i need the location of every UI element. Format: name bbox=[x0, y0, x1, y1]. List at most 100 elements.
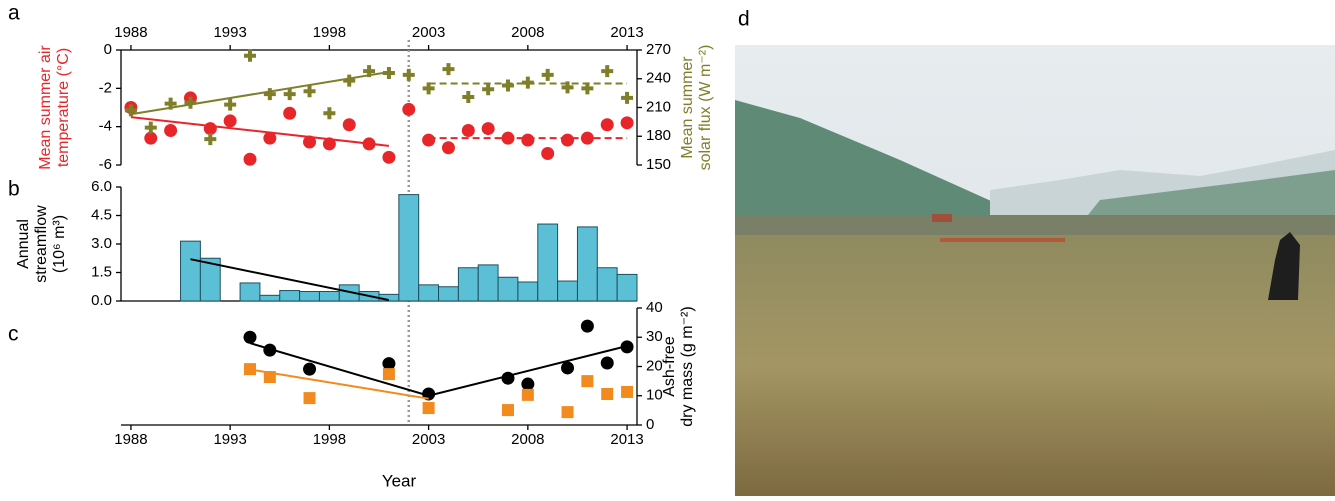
marker-cross bbox=[621, 91, 634, 104]
panel-label: d bbox=[738, 8, 750, 31]
marker-circle bbox=[283, 106, 297, 120]
photo bbox=[735, 45, 1335, 496]
bar bbox=[557, 280, 578, 302]
bar bbox=[318, 291, 340, 302]
marker-circle bbox=[263, 343, 277, 357]
axis-title: dry mass (g m⁻²) bbox=[679, 306, 696, 426]
marker-circle bbox=[501, 371, 515, 385]
marker-square bbox=[382, 368, 395, 381]
bar bbox=[199, 257, 221, 302]
x-tick-label: 2003 bbox=[412, 24, 445, 41]
x-tick-label: 2013 bbox=[610, 431, 643, 448]
marker-circle bbox=[561, 361, 575, 375]
marker-cross bbox=[184, 96, 197, 109]
marker-circle bbox=[243, 152, 257, 166]
marker-cross bbox=[422, 82, 435, 95]
marker-cross bbox=[482, 83, 495, 96]
y2-tick-label: 20 bbox=[646, 357, 663, 374]
y-tick-label: 0 bbox=[104, 41, 112, 58]
marker-circle bbox=[303, 362, 317, 376]
axis-title: (10⁶ m³) bbox=[51, 215, 68, 273]
y-tick-label: 3.0 bbox=[91, 235, 112, 252]
trend-line bbox=[190, 258, 390, 302]
axis-title: Mean summer bbox=[679, 56, 696, 159]
marker-square bbox=[244, 363, 256, 376]
y-tick-label: -2 bbox=[99, 79, 112, 96]
bar bbox=[299, 291, 320, 302]
trend-line bbox=[249, 342, 628, 397]
y-tick-label: 0.0 bbox=[91, 292, 112, 309]
marker-cross bbox=[204, 133, 217, 146]
trend-line bbox=[130, 116, 390, 147]
marker-cross bbox=[541, 68, 554, 81]
marker-cross bbox=[224, 98, 237, 111]
bar bbox=[180, 240, 201, 302]
axis-title: solar flux (W m⁻²) bbox=[697, 45, 714, 171]
x-axis-title: Year bbox=[382, 471, 417, 490]
marker-square bbox=[521, 388, 534, 401]
marker-circle bbox=[382, 357, 396, 371]
bar bbox=[398, 194, 420, 302]
marker-cross bbox=[343, 74, 356, 87]
y2-tick-label: 180 bbox=[646, 127, 671, 144]
x-tick-label: 2008 bbox=[511, 431, 544, 448]
marker-circle bbox=[422, 133, 436, 147]
marker-circle bbox=[303, 135, 317, 149]
marker-square bbox=[561, 406, 574, 419]
axis-title: temperature (°C) bbox=[55, 48, 72, 167]
marker-circle bbox=[620, 116, 634, 130]
bar bbox=[616, 273, 638, 302]
panel-label: b bbox=[8, 178, 20, 201]
axis-title: Mean summer air bbox=[37, 45, 54, 170]
marker-cross bbox=[601, 65, 614, 78]
y-tick-label: 6.0 bbox=[91, 178, 112, 195]
marker-square bbox=[502, 404, 514, 417]
marker-circle bbox=[481, 122, 495, 136]
marker-circle bbox=[263, 131, 277, 145]
axis-title: Ash-free bbox=[661, 336, 678, 397]
bar bbox=[259, 294, 281, 302]
marker-circle bbox=[521, 133, 535, 147]
y2-tick-label: 0 bbox=[646, 416, 654, 433]
marker-cross bbox=[462, 90, 475, 103]
marker-circle bbox=[322, 137, 336, 151]
marker-square bbox=[581, 375, 594, 388]
marker-cross bbox=[323, 107, 336, 120]
marker-cross bbox=[283, 88, 296, 101]
axis-title: streamflow bbox=[33, 205, 50, 283]
bar bbox=[457, 267, 479, 302]
trend-line bbox=[249, 368, 429, 400]
y2-tick-label: 150 bbox=[646, 156, 671, 173]
x-tick-label: 1993 bbox=[213, 24, 246, 41]
marker-circle bbox=[223, 114, 237, 128]
marker-circle bbox=[342, 118, 356, 132]
x-tick-label: 1998 bbox=[313, 431, 346, 448]
y-tick-label: 1.5 bbox=[91, 263, 112, 280]
marker-cross bbox=[263, 88, 276, 101]
marker-cross bbox=[442, 63, 455, 76]
axis-title: Annual bbox=[15, 219, 32, 269]
trend-line bbox=[130, 71, 390, 116]
x-tick-label: 1993 bbox=[213, 431, 246, 448]
panel-label: c bbox=[8, 323, 19, 346]
marker-circle bbox=[541, 147, 555, 160]
marker-circle bbox=[600, 118, 614, 132]
bar bbox=[596, 267, 618, 302]
x-tick-label: 1998 bbox=[313, 24, 346, 41]
bar bbox=[537, 223, 559, 302]
marker-square bbox=[601, 387, 614, 400]
bar bbox=[497, 276, 519, 302]
marker-circle bbox=[461, 124, 475, 137]
marker-circle bbox=[382, 150, 396, 164]
marker-square bbox=[621, 385, 634, 398]
marker-cross bbox=[303, 85, 316, 98]
y2-tick-label: 270 bbox=[646, 41, 671, 58]
y-tick-label: 4.5 bbox=[91, 206, 112, 223]
marker-circle bbox=[441, 141, 455, 155]
y2-tick-label: 10 bbox=[646, 387, 663, 404]
bar bbox=[517, 281, 539, 302]
marker-cross bbox=[244, 49, 256, 62]
marker-square bbox=[303, 392, 316, 405]
x-tick-label: 2013 bbox=[610, 24, 643, 41]
